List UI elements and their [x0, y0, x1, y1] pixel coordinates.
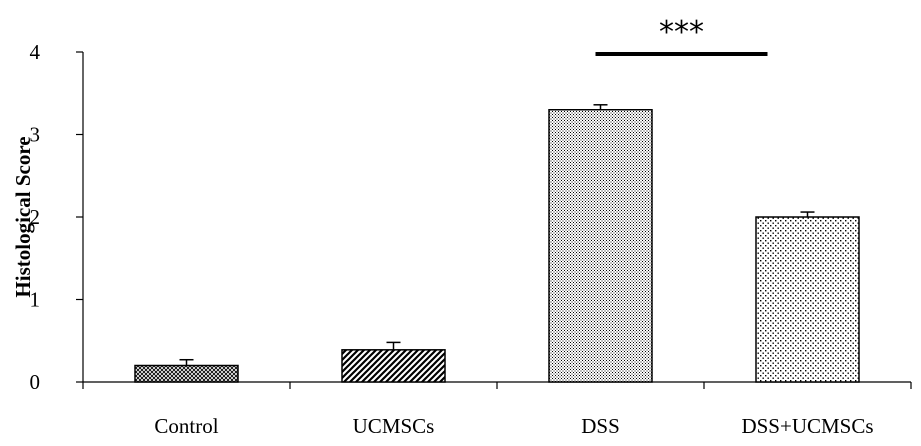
y-tick-label: 4	[30, 40, 41, 64]
bar-control	[134, 364, 239, 383]
x-category-label: Control	[154, 414, 218, 438]
x-category-label: DSS	[581, 414, 620, 438]
y-tick-label: 1	[30, 288, 41, 312]
error-bars	[179, 104, 815, 366]
y-tick-label: 3	[30, 123, 41, 147]
x-category-label: UCMSCs	[353, 414, 435, 438]
significance-label: ***	[659, 15, 704, 50]
bar-dss	[548, 109, 653, 383]
y-tick-label: 0	[30, 370, 41, 394]
y-axis-title: Histological Score	[11, 136, 35, 297]
x-ticks	[82, 382, 912, 389]
significance-annotation: ***	[595, 15, 768, 56]
y-tick-label: 2	[30, 205, 41, 229]
bars	[134, 109, 860, 383]
bar-dss-ucmscs	[755, 216, 860, 383]
y-ticks: 0 1 2 3 4	[30, 40, 83, 394]
bar-ucmscs	[341, 349, 446, 383]
x-category-label: DSS+UCMSCs	[741, 414, 873, 438]
category-labels: Control UCMSCs DSS DSS+UCMSCs	[154, 414, 873, 438]
